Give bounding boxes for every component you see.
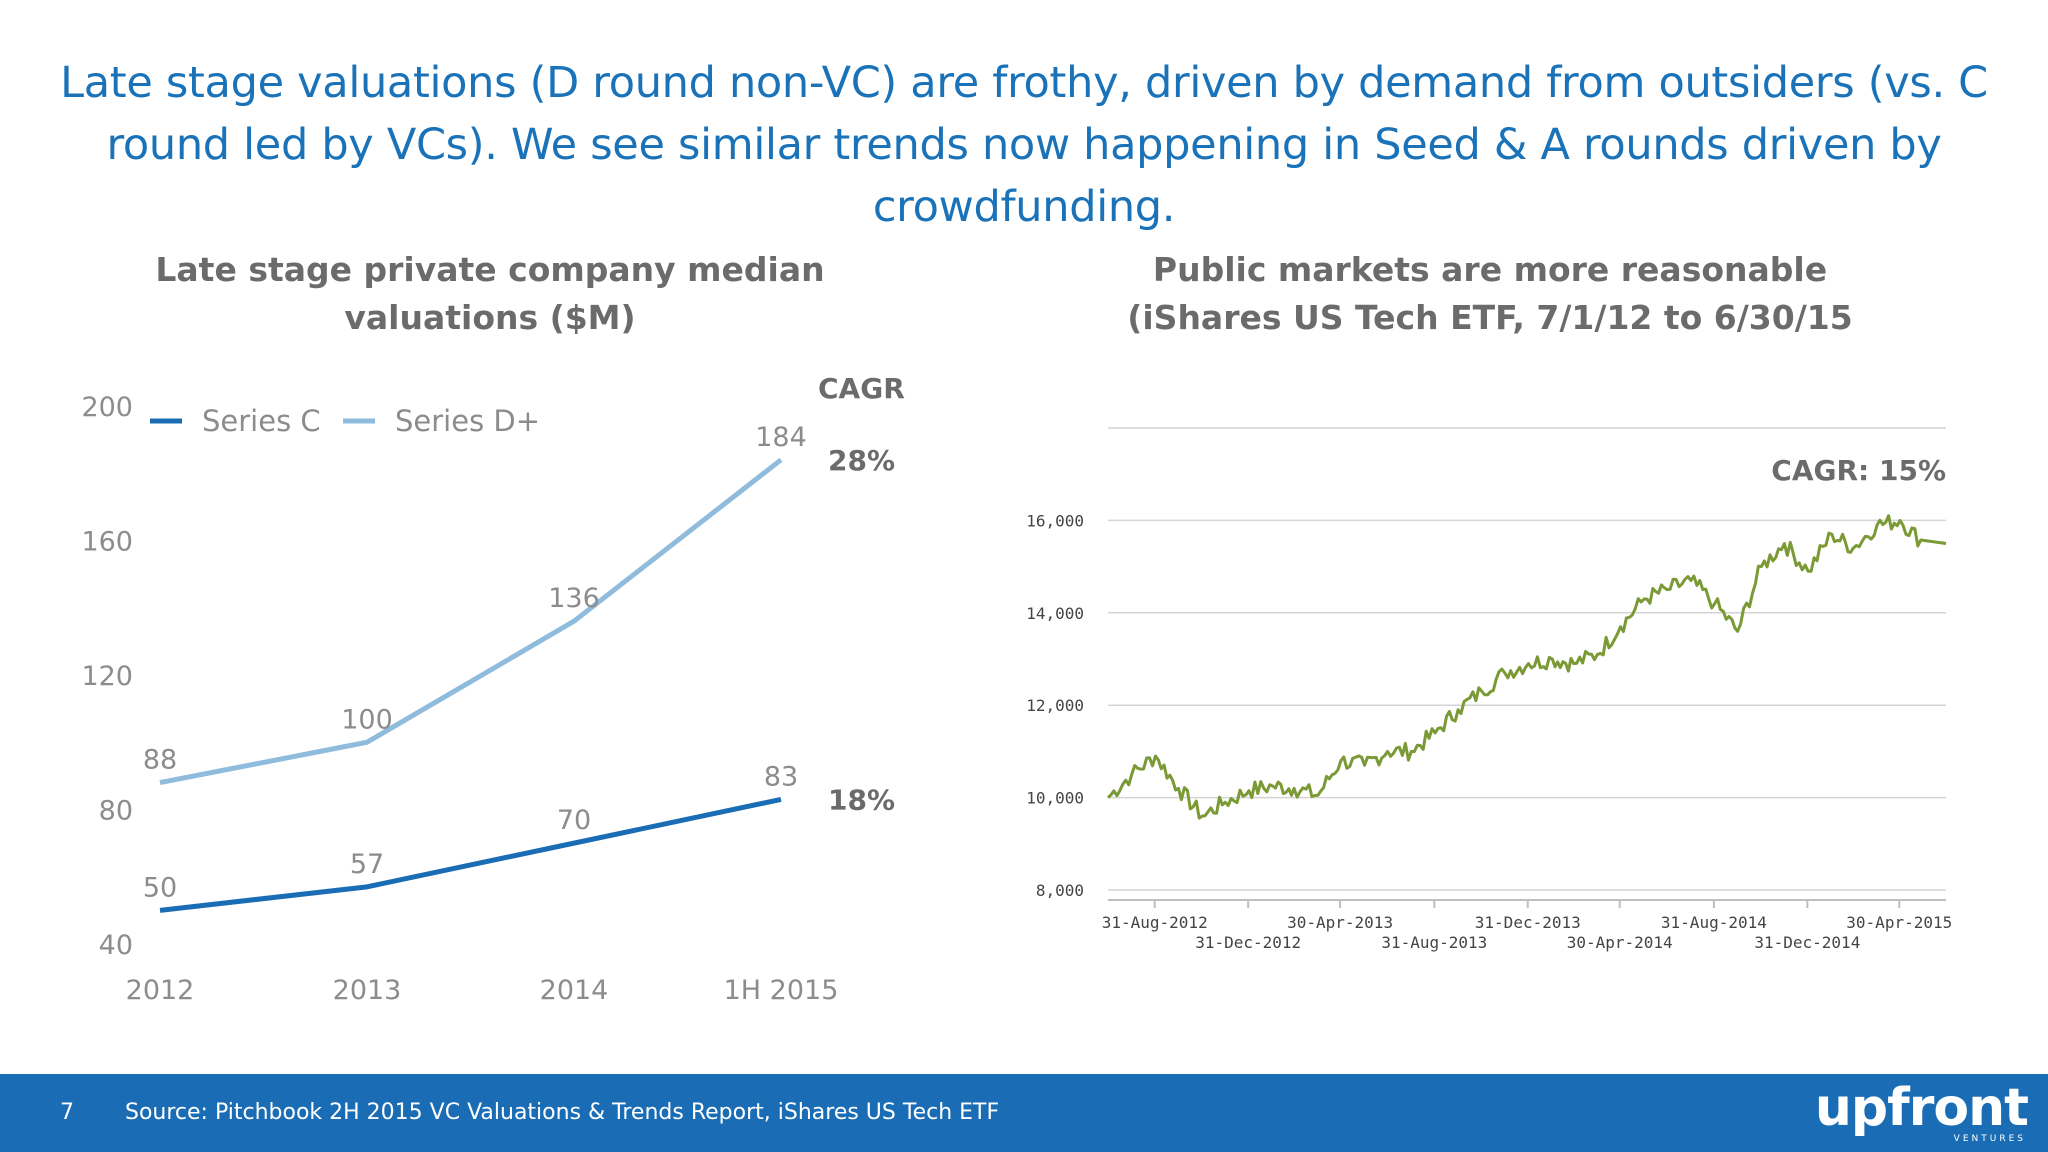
- x-tick-label: 31-Dec-2013: [1475, 913, 1581, 932]
- upfront-logo: upfront: [1814, 1078, 2029, 1138]
- cagr-value: 18%: [828, 783, 895, 816]
- data-label: 57: [350, 849, 384, 880]
- y-tick-label: 10,000: [1026, 789, 1084, 808]
- cagr-annotation: CAGR: 15%: [1771, 454, 1946, 487]
- y-tick-label: 80: [99, 796, 133, 827]
- left-chart-title: Late stage private company median valuat…: [155, 250, 825, 337]
- legend-label: Series C: [202, 404, 321, 438]
- x-tick-label: 1H 2015: [724, 975, 839, 1006]
- x-tick-label: 31-Dec-2012: [1195, 933, 1301, 952]
- upfront-logo-subtitle: VENTURES: [1953, 1134, 2026, 1144]
- data-label: 88: [143, 745, 177, 776]
- data-label: 50: [143, 872, 177, 903]
- source-note: Source: Pitchbook 2H 2015 VC Valuations …: [125, 1100, 1000, 1125]
- y-tick-label: 160: [81, 527, 133, 558]
- y-tick-label: 120: [81, 661, 133, 692]
- cagr-header: CAGR: [818, 372, 905, 405]
- y-tick-label: 200: [81, 392, 133, 423]
- y-tick-label: 14,000: [1026, 604, 1084, 623]
- x-tick-label: 31-Aug-2013: [1381, 933, 1487, 952]
- data-label: 70: [557, 805, 591, 836]
- x-tick-label: 31-Aug-2012: [1102, 913, 1208, 932]
- x-tick-label: 2012: [126, 975, 195, 1006]
- etf-price-line: [1106, 514, 1947, 820]
- x-tick-label: 30-Apr-2014: [1567, 933, 1673, 952]
- series-line-d: [159, 457, 783, 786]
- charts-canvas: 40 80 120 160 200 2012 2013 2014 1H 2015 50 57 70 83…: [81, 372, 1952, 1006]
- data-label: 100: [341, 704, 393, 735]
- y-tick-label: 12,000: [1026, 696, 1084, 715]
- data-label: 184: [755, 422, 807, 453]
- x-tick-label: 31-Dec-2014: [1754, 933, 1860, 952]
- legend-label: Series D+: [395, 404, 540, 438]
- y-tick-label: 8,000: [1036, 881, 1084, 900]
- right-chart-title: Public markets are more reasonable (iSha…: [1127, 250, 1853, 337]
- footer-bar: 7 Source: Pitchbook 2H 2015 VC Valuation…: [0, 1074, 2048, 1152]
- x-tick-label: 30-Apr-2013: [1287, 913, 1393, 932]
- slide-headline: Late stage valuations (D round non-VC) a…: [60, 58, 1988, 232]
- series-line-c: [159, 796, 782, 913]
- data-label: 83: [764, 761, 798, 792]
- page-number: 7: [60, 1100, 74, 1125]
- data-label: 136: [548, 583, 600, 614]
- x-tick-label: 2014: [540, 975, 609, 1006]
- cagr-value: 28%: [828, 444, 895, 477]
- x-tick-label: 30-Apr-2015: [1846, 913, 1952, 932]
- x-tick-label: 2013: [333, 975, 402, 1006]
- y-tick-label: 40: [99, 930, 133, 961]
- x-tick-label: 31-Aug-2014: [1661, 913, 1767, 932]
- y-tick-label: 16,000: [1026, 511, 1084, 530]
